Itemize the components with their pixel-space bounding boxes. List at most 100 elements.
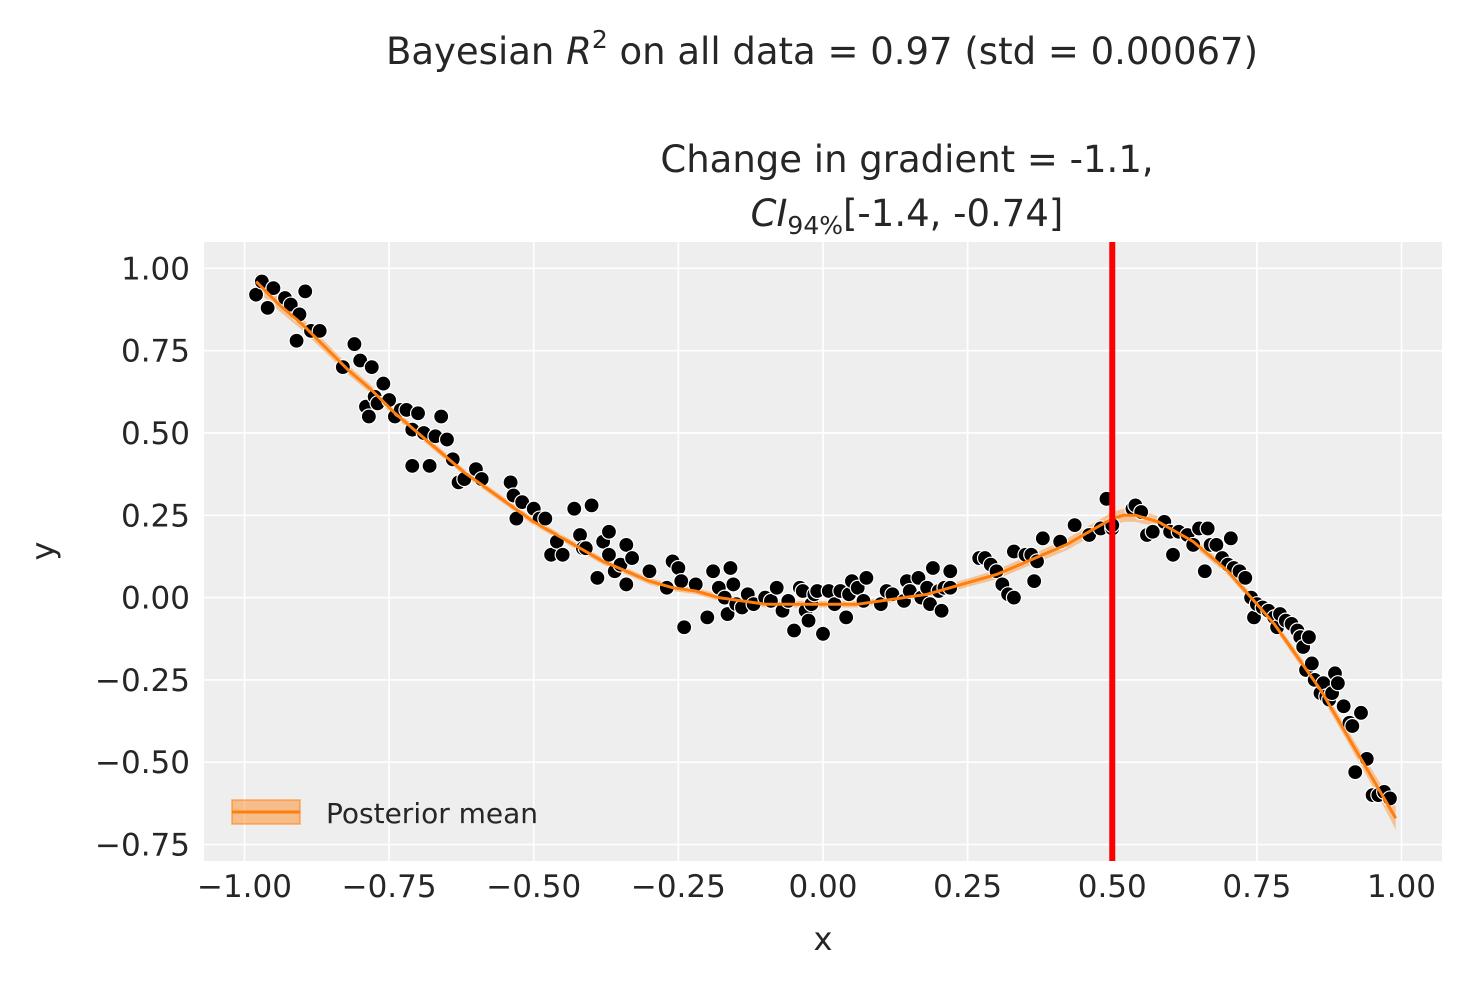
- data-point: [1352, 704, 1370, 721]
- data-point: [1066, 517, 1083, 534]
- y-tick-label: −0.50: [95, 745, 190, 781]
- data-point: [421, 457, 438, 474]
- y-tick-label: −0.75: [95, 828, 190, 864]
- data-point: [858, 569, 875, 586]
- data-point: [800, 612, 817, 629]
- x-tick-label: −0.50: [486, 869, 581, 905]
- data-point: [1237, 569, 1254, 586]
- x-tick-label: −1.00: [197, 869, 292, 905]
- data-point: [1303, 655, 1320, 672]
- data-point: [537, 510, 554, 527]
- data-point: [785, 622, 803, 639]
- data-point: [438, 431, 456, 448]
- x-tick-label: 0.00: [788, 869, 857, 905]
- data-point: [1208, 536, 1225, 554]
- data-point: [502, 474, 519, 491]
- data-point: [375, 375, 392, 392]
- y-tick-label: 0.25: [121, 498, 190, 534]
- data-point: [933, 602, 950, 619]
- suptitle: Bayesian R2 on all data = 0.97 (std = 0.…: [386, 25, 1258, 73]
- data-point: [363, 359, 380, 376]
- x-tick-label: −0.25: [631, 869, 726, 905]
- subtitle-ci-symbol: CI: [751, 192, 788, 235]
- x-axis-label: x: [814, 920, 833, 958]
- data-point: [444, 451, 461, 468]
- data-point: [1329, 675, 1346, 692]
- y-axis-label: y: [24, 542, 62, 561]
- data-point: [670, 559, 687, 577]
- data-point: [1005, 589, 1023, 606]
- data-point: [600, 523, 618, 540]
- suptitle-exponent: 2: [592, 25, 608, 54]
- data-point: [291, 306, 308, 323]
- data-point: [1300, 629, 1318, 646]
- y-tick-label: 0.50: [121, 416, 190, 452]
- data-point: [566, 500, 583, 517]
- data-point: [699, 609, 716, 626]
- data-point: [676, 619, 693, 636]
- data-point: [618, 536, 635, 554]
- data-point: [409, 405, 427, 422]
- data-point: [1026, 573, 1043, 590]
- data-point: [1144, 523, 1161, 540]
- subtitle-ci-subscript: 94%: [787, 211, 843, 240]
- data-point: [641, 563, 658, 580]
- subtitle-interval: [-1.4, -0.74]: [843, 192, 1063, 235]
- subtitle-line1: Change in gradient = -1.1,: [660, 138, 1153, 181]
- x-tick-label: 0.25: [933, 869, 1002, 905]
- data-point: [942, 563, 959, 580]
- data-point: [924, 559, 942, 577]
- data-point: [247, 286, 265, 303]
- data-points: [247, 273, 1399, 807]
- data-point: [623, 549, 641, 567]
- suptitle-rest: on all data = 0.97 (std = 0.00067): [608, 30, 1258, 73]
- data-point: [554, 546, 571, 563]
- data-point: [618, 576, 635, 593]
- data-point: [673, 573, 690, 590]
- data-point: [1222, 530, 1239, 547]
- x-tick-label: −0.75: [342, 869, 437, 905]
- y-tick-label: 0.75: [121, 334, 190, 370]
- x-tick-label: 0.50: [1078, 869, 1147, 905]
- data-point: [814, 625, 832, 642]
- data-point: [259, 299, 276, 316]
- suptitle-prefix: Bayesian: [386, 30, 566, 73]
- data-point: [583, 497, 600, 514]
- y-tick-label: 1.00: [121, 251, 190, 287]
- y-tick-labels: 1.00 0.75 0.50 0.25 0.00 −0.25 −0.50 −0.75: [95, 251, 190, 863]
- posterior-mean-layer: [255, 280, 1397, 819]
- data-point: [1164, 546, 1182, 563]
- data-point: [1344, 717, 1361, 735]
- data-point: [1034, 530, 1051, 547]
- subtitle-line2: CI94%[-1.4, -0.74]: [751, 192, 1064, 240]
- data-point: [297, 283, 314, 300]
- data-point: [1335, 698, 1352, 715]
- data-point: [589, 569, 606, 586]
- data-point: [346, 335, 363, 353]
- data-point: [855, 592, 872, 609]
- legend-label: Posterior mean: [326, 797, 538, 830]
- data-point: [838, 609, 855, 626]
- posterior-mean-line: [255, 280, 1397, 819]
- x-tick-label: 1.00: [1367, 869, 1436, 905]
- data-point: [311, 322, 328, 339]
- legend: Posterior mean: [231, 797, 538, 830]
- x-tick-labels: −1.00 −0.75 −0.50 −0.25 0.00 0.25 0.50 0.75 1.00: [197, 869, 1436, 905]
- grid: [204, 242, 1442, 861]
- data-point: [334, 359, 351, 376]
- data-point: [265, 279, 282, 297]
- data-point: [1347, 764, 1364, 781]
- data-point: [360, 408, 377, 425]
- suptitle-r-symbol: R: [566, 30, 592, 73]
- data-point: [433, 408, 450, 425]
- data-point: [704, 563, 722, 580]
- data-point: [1199, 520, 1216, 537]
- data-point: [725, 576, 742, 593]
- data-point: [288, 332, 305, 349]
- y-tick-label: −0.25: [95, 663, 190, 699]
- data-point: [722, 559, 739, 577]
- data-point: [780, 592, 797, 609]
- data-point: [404, 457, 421, 474]
- data-point: [768, 579, 785, 596]
